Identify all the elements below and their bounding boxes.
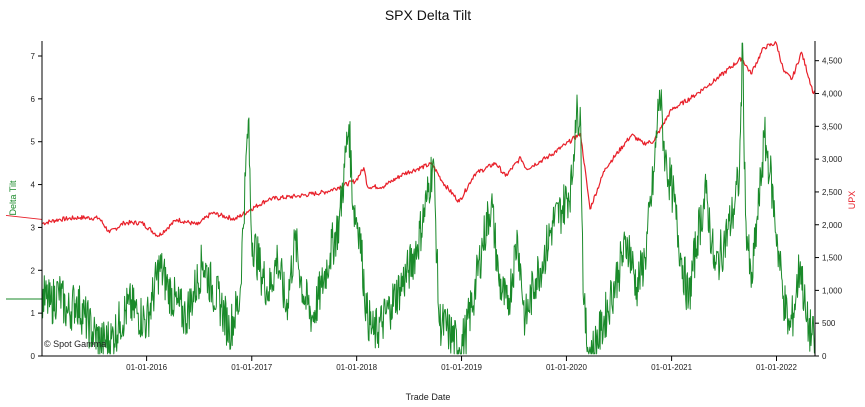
y-right-tick-label: 3,000 (822, 155, 843, 164)
axes: 0 1 2 3 4 5 6 7 0 500 1,000 1,500 2,000 2,500 3,000 3,5… (31, 41, 843, 372)
x-tick-label: 01-01-2021 (651, 363, 692, 372)
y-left-tick-label: 4 (31, 181, 36, 190)
x-axis-title: Trade Date (406, 392, 451, 402)
y-right-tick-label: 1,500 (822, 254, 843, 263)
y-left-tick-label: 0 (31, 352, 36, 361)
y-right-tick-label: 4,000 (822, 90, 843, 99)
x-tick-label: 01-01-2017 (231, 363, 272, 372)
watermark: © Spot Gamma (44, 339, 106, 349)
x-tick-label: 01-01-2018 (336, 363, 377, 372)
y-left-tick-label: 6 (31, 95, 36, 104)
y-axis-right-title: UPX (847, 191, 857, 210)
y-right-tick-label: 2,000 (822, 221, 843, 230)
y-left-tick-label: 2 (31, 266, 36, 275)
y-left-tick-label: 1 (31, 309, 36, 318)
series-line-delta-tilt (41, 42, 816, 355)
y-right-tick-label: 4,500 (822, 57, 843, 66)
x-tick-label: 01-01-2019 (441, 363, 482, 372)
series-lead-upx (5, 214, 43, 220)
y-axis-left-title: Delta Tilt (8, 180, 18, 216)
y-right-tick-label: 3,500 (822, 122, 843, 131)
y-right-tick-label: 1,000 (822, 286, 843, 295)
chart-title: SPX Delta Tilt (385, 7, 471, 23)
y-right-tick-label: 500 (822, 319, 836, 328)
y-left-tick-label: 5 (31, 138, 36, 147)
x-tick-label: 01-01-2016 (126, 363, 167, 372)
y-left-tick-label: 3 (31, 223, 36, 232)
y-left-tick-label: 7 (31, 52, 36, 61)
y-right-tick-label: 0 (822, 352, 827, 361)
plot-area (5, 41, 816, 355)
x-tick-label: 01-01-2020 (546, 363, 587, 372)
x-tick-label: 01-01-2022 (756, 363, 797, 372)
y-right-tick-label: 2,500 (822, 188, 843, 197)
